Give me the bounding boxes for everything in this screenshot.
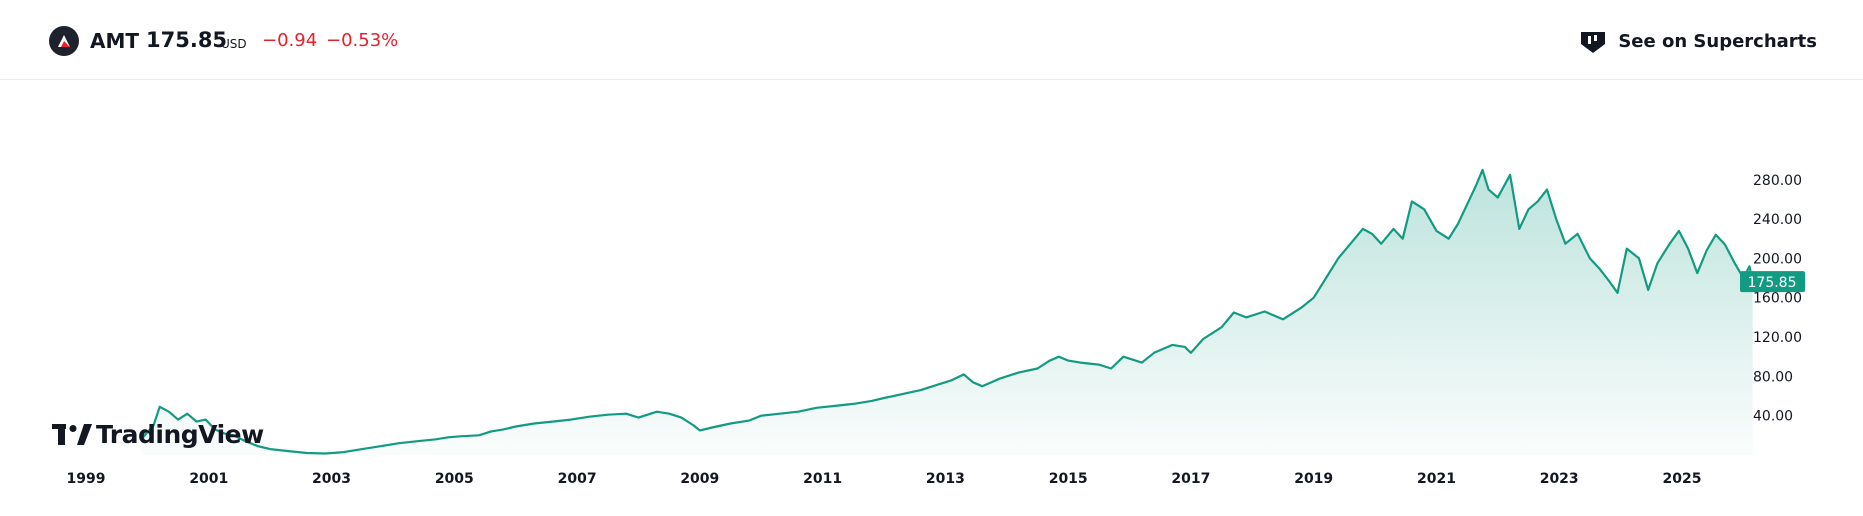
- x-tick-label: 2021: [1417, 471, 1456, 487]
- tradingview-logo[interactable]: TradingView: [52, 420, 264, 449]
- x-axis: 1999 2001 2003 2005 2007 2009 2011 2013 2015 2017…: [67, 471, 1702, 487]
- x-tick-label: 2015: [1049, 471, 1088, 487]
- x-tick-label: 2019: [1294, 471, 1333, 487]
- x-tick-label: 2023: [1540, 471, 1579, 487]
- x-tick-label: 2009: [680, 471, 719, 487]
- see-on-supercharts-button[interactable]: See on Supercharts: [1578, 24, 1817, 58]
- price-area-fill: [141, 169, 1753, 455]
- y-tick-label: 120.00: [1753, 330, 1802, 346]
- x-tick-label: 2005: [435, 471, 474, 487]
- price-currency: USD: [221, 37, 247, 51]
- amt-logo-icon: [49, 26, 79, 56]
- x-tick-label: 2017: [1171, 471, 1210, 487]
- series-line: [140, 168, 1754, 455]
- price-chart[interactable]: 40.00 80.00 120.00 160.00 200.00 240.00 280.00…: [0, 80, 1863, 516]
- last-price-badge-bg: [1740, 271, 1805, 293]
- x-tick-label: 2011: [803, 471, 842, 487]
- x-tick-label: 2001: [189, 471, 228, 487]
- tradingview-wordmark: TradingView: [96, 420, 264, 449]
- last-price-badge: 175.85: [1740, 271, 1805, 293]
- y-tick-label: 280.00: [1753, 173, 1802, 189]
- y-tick-label: 240.00: [1753, 212, 1802, 228]
- x-tick-label: 2013: [926, 471, 965, 487]
- last-price: 175.85: [146, 28, 228, 52]
- y-tick-label: 160.00: [1753, 291, 1802, 307]
- supercharts-icon: [1581, 32, 1606, 53]
- price-change: −0.94: [262, 30, 318, 51]
- tradingview-logo-icon: [52, 423, 92, 445]
- ticker-symbol[interactable]: AMT: [90, 29, 140, 53]
- x-tick-label: 2007: [558, 471, 597, 487]
- x-tick-label: 2025: [1663, 471, 1702, 487]
- see-on-supercharts-label: See on Supercharts: [1618, 30, 1817, 52]
- y-axis: 40.00 80.00 120.00 160.00 200.00 240.00 280.00: [1753, 173, 1802, 425]
- x-tick-label: 2003: [312, 471, 351, 487]
- x-tick-label: 1999: [67, 471, 106, 487]
- chart-header: AMT 175.85 USD −0.94 −0.53% See on Super…: [0, 0, 1863, 80]
- y-tick-label: 80.00: [1753, 369, 1793, 385]
- price-change-percent: −0.53%: [326, 30, 399, 51]
- y-tick-label: 40.00: [1753, 409, 1793, 425]
- y-tick-label: 200.00: [1753, 251, 1802, 267]
- area-fill: [141, 169, 1753, 455]
- last-price-badge-label: 175.85: [1748, 275, 1797, 291]
